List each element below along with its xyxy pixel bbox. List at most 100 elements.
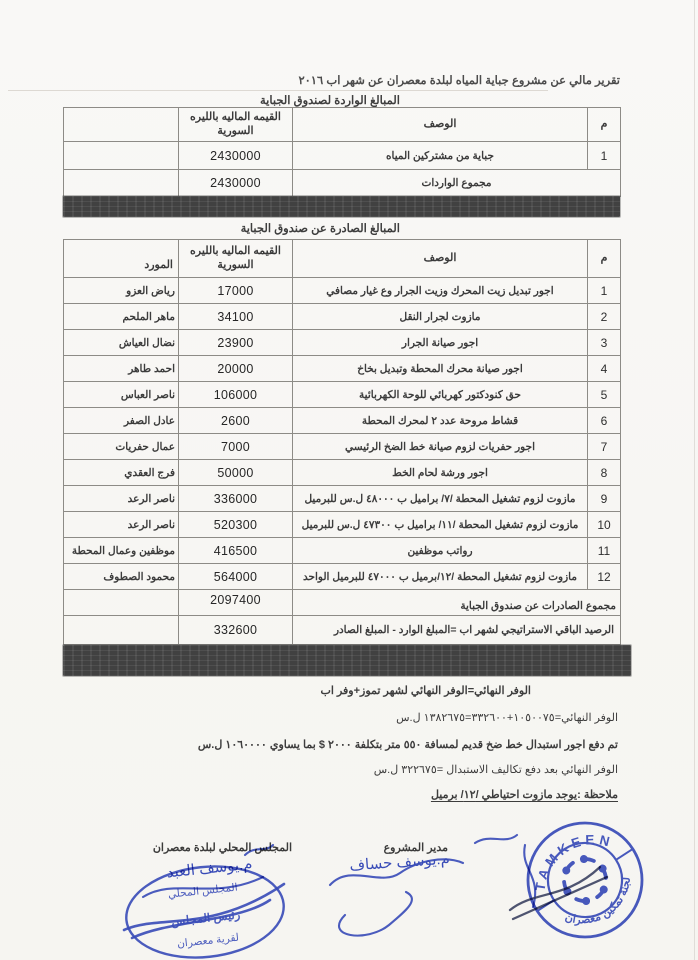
cell-supplier: عادل الصفر	[63, 407, 179, 434]
table-row: 11 رواتب موظفين 416500 موظفين وعمال المح…	[63, 537, 621, 564]
cell-description: مازوت لزوم تشغيل المحطة /١١/ براميل ب ٤٧…	[292, 511, 588, 538]
oval-stamp-line1: المجلس المحلي	[167, 881, 238, 900]
council-oval-stamp: المجلس المحلي رئيس المجلس لقرية معصران	[122, 865, 286, 959]
cell-num: 10	[587, 511, 621, 538]
outgoing-balance-row: الرصيد الباقي الاستراتيجي لشهر اب =المبل…	[63, 615, 621, 645]
cell-description: حق كنودكتور كهربائي للوحة الكهربائية	[292, 381, 588, 408]
cell-value: 2430000	[178, 141, 293, 170]
cell-supplier: نضال العياش	[63, 329, 179, 356]
table-row: 8 اجور ورشة لحام الخط 50000 فرج العقدي	[63, 459, 621, 486]
cell-num: 4	[587, 355, 621, 382]
cell-value: 23900	[178, 329, 293, 356]
handwriting-right-text: م.يوسف حساف	[349, 851, 450, 875]
incoming-table: م الوصف القيمه الماليه بالليره السورية 1…	[63, 107, 621, 197]
handwritten-signatures: م.يوسف حساف م.يوسف العبد	[141, 833, 609, 937]
outgoing-total-label: مجموع الصادرات عن صندوق الجباية	[292, 589, 621, 616]
balance-value: 332600	[178, 615, 293, 645]
cell-value: 2600	[178, 407, 293, 434]
incoming-total-value: 2430000	[178, 169, 293, 197]
table-row: 1 جباية من مشتركين المياه 2430000	[63, 141, 621, 170]
cell-value: 564000	[178, 563, 293, 590]
table-row: 10 مازوت لزوم تشغيل المحطة /١١/ براميل ب…	[63, 511, 621, 538]
svg-text:لجنة تمكين معصران: لجنة تمكين معصران	[559, 871, 644, 940]
incoming-total-label: مجموع الواردات	[292, 169, 621, 197]
cell-description: اجور تبديل زيت المحرك وزيت الجرار وع غيا…	[292, 277, 588, 304]
cell-empty	[63, 615, 179, 645]
outgoing-table: م الوصف القيمه الماليه بالليره السورية ا…	[63, 239, 621, 645]
cell-description: اجور صيانة الجرار	[292, 329, 588, 356]
outgoing-header-row: م الوصف القيمه الماليه بالليره السورية ا…	[63, 239, 621, 278]
incoming-table-title: المبالغ الواردة لصندوق الجباية	[260, 95, 400, 107]
cell-num: 2	[587, 303, 621, 330]
header-supplier: المورد	[63, 239, 179, 278]
cell-description: اجور صيانة محرك المحطة وتبديل بخاخ	[292, 355, 588, 382]
header-description: الوصف	[292, 239, 588, 278]
cell-num: 8	[587, 459, 621, 486]
header-value: القيمه الماليه بالليره السورية	[178, 107, 293, 142]
balance-label: الرصيد الباقي الاستراتيجي لشهر اب =المبل…	[292, 615, 621, 645]
cell-description: مازوت لجرار النقل	[292, 303, 588, 330]
table-row: 12 مازوت لزوم تشغيل المحطة /١٢/برميل ب ٤…	[63, 563, 621, 590]
cell-value: 520300	[178, 511, 293, 538]
tamkeen-round-stamp: TAMKEEN لجنة تمكين معصران	[519, 815, 644, 940]
table-row: 7 اجور حفريات لزوم صيانة خط الضخ الرئيسي…	[63, 433, 621, 460]
title-underline-artifact	[8, 90, 548, 91]
cell-value: 20000	[178, 355, 293, 382]
table-row: 1 اجور تبديل زيت المحرك وزيت الجرار وع غ…	[63, 277, 621, 304]
outgoing-total-row: مجموع الصادرات عن صندوق الجباية 2097400	[63, 589, 621, 616]
cell-value: 50000	[178, 459, 293, 486]
cell-value: 7000	[178, 433, 293, 460]
cell-supplier: فرج العقدي	[63, 459, 179, 486]
final-saving-formula: الوفر النهائي=الوفر النهائي لشهر تموز+وف…	[320, 685, 532, 697]
table-row: 9 مازوت لزوم تشغيل المحطة /٧/ براميل ب ٤…	[63, 485, 621, 512]
header-value-line1: القيمه الماليه بالليره	[190, 244, 281, 257]
header-value-line1: القيمه الماليه بالليره	[190, 110, 281, 123]
table-row: 3 اجور صيانة الجرار 23900 نضال العياش	[63, 329, 621, 356]
header-num: م	[587, 107, 621, 142]
council-label: المجلس المحلي لبلدة معصران	[152, 842, 292, 854]
header-empty	[63, 107, 179, 142]
oval-stamp-line3: لقرية معصران	[177, 932, 240, 950]
cell-description: مازوت لزوم تشغيل المحطة /٧/ براميل ب ٤٨٠…	[292, 485, 588, 512]
cell-num: 9	[587, 485, 621, 512]
cell-empty	[63, 169, 179, 197]
table-row: 5 حق كنودكتور كهربائي للوحة الكهربائية 1…	[63, 381, 621, 408]
cell-num: 6	[587, 407, 621, 434]
project-manager-label: مدير المشروع	[383, 842, 448, 854]
cell-num: 3	[587, 329, 621, 356]
header-value-line2: السورية	[217, 124, 254, 137]
cell-num: 7	[587, 433, 621, 460]
incoming-total-row: مجموع الواردات 2430000	[63, 169, 621, 197]
cell-num: 5	[587, 381, 621, 408]
cell-empty	[63, 589, 179, 616]
table-row: 6 قشاط مروحة عدد ٢ لمحرك المحطة 2600 عاد…	[63, 407, 621, 434]
outgoing-total-value: 2097400	[178, 589, 293, 616]
scan-edge-line	[694, 0, 695, 960]
cell-description: رواتب موظفين	[292, 537, 588, 564]
cell-description: مازوت لزوم تشغيل المحطة /١٢/برميل ب ٤٧٠٠…	[292, 563, 588, 590]
cell-value: 336000	[178, 485, 293, 512]
replacement-cost-line: تم دفع اجور استبدال خط ضخ قديم لمسافة ٥٥…	[197, 739, 618, 751]
header-description: الوصف	[292, 107, 588, 142]
cell-description: اجور ورشة لحام الخط	[292, 459, 588, 486]
cell-value: 416500	[178, 537, 293, 564]
cell-supplier: موظفين وعمال المحطة	[63, 537, 179, 564]
cell-description: اجور حفريات لزوم صيانة خط الضخ الرئيسي	[292, 433, 588, 460]
cell-num: 1	[587, 141, 621, 170]
cell-supplier: ناصر الرعد	[63, 511, 179, 538]
cell-value: 34100	[178, 303, 293, 330]
cell-supplier: احمد طاهر	[63, 355, 179, 382]
cell-supplier: عمال حفريات	[63, 433, 179, 460]
cell-num: 11	[587, 537, 621, 564]
cell-supplier: ناصر الرعد	[63, 485, 179, 512]
table-row: 4 اجور صيانة محرك المحطة وتبديل بخاخ 200…	[63, 355, 621, 382]
header-num: م	[587, 239, 621, 278]
cell-supplier: رياض العزو	[63, 277, 179, 304]
final-saving-calculation: الوفر النهائي=١٠٥٠٠٧٥+٣٣٢٦٠٠=١٣٨٢٦٧٥ ل.س	[396, 712, 618, 724]
page-title: تقرير مالي عن مشروع جباية المياه لبلدة م…	[298, 75, 620, 87]
redaction-bar-bottom	[63, 645, 631, 676]
header-value: القيمه الماليه بالليره السورية	[178, 239, 293, 278]
saving-after-replacement-line: الوفر النهائي بعد دفع تكاليف الاستبدال =…	[373, 764, 618, 776]
redaction-bar-top	[63, 196, 620, 217]
